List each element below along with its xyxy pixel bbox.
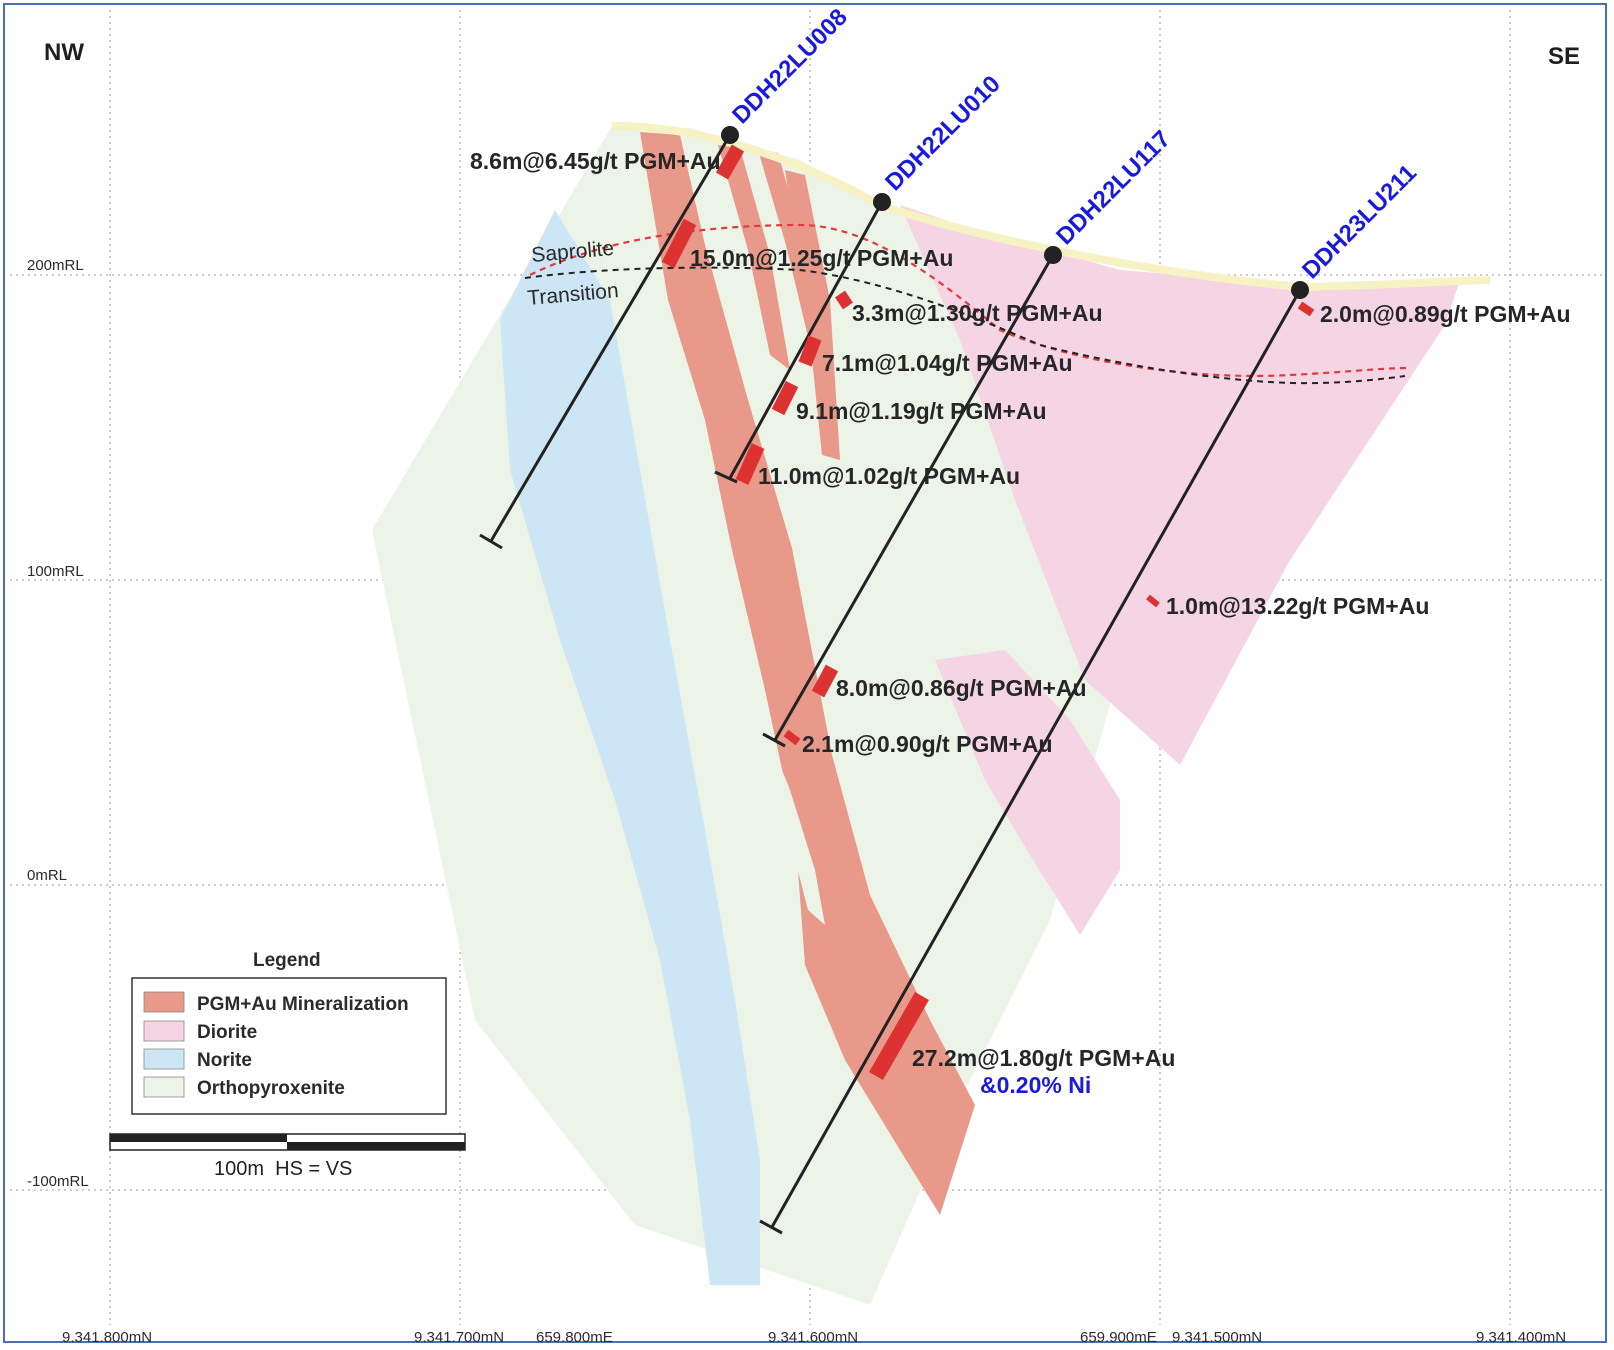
collars: [721, 126, 1309, 299]
scale-bar: 100m HS = VS: [109, 1133, 466, 1180]
legend: Legend PGM+Au Mineralization Diorite Nor…: [131, 950, 447, 1115]
legend-swatch-mineralization: [143, 991, 185, 1013]
elevation-label-0: 0mRL: [27, 867, 67, 884]
drillhole-label-1: DDH22LU008: [727, 4, 853, 130]
intercept-label-5: 9.1m@1.19g/t PGM+Au: [796, 398, 1047, 424]
drillhole-endcap-1: [479, 533, 503, 550]
scale-bar-label: 100m HS = VS: [214, 1158, 352, 1180]
drillhole-endcap-4: [759, 1219, 783, 1235]
direction-se: SE: [1548, 43, 1580, 70]
topographic-surface: [611, 121, 1491, 292]
grid: [10, 10, 1605, 1325]
intercept-bar-2: [661, 218, 697, 269]
intercept-bar-5: [771, 380, 799, 416]
intercept-bar-6: [735, 443, 765, 485]
northing-label-4: 9.341.500mN: [1172, 1329, 1262, 1346]
intercept-label-8: 1.0m@13.22g/t PGM+Au: [1166, 593, 1429, 619]
drillhole-traces: [479, 134, 1302, 1235]
collar-2: [873, 193, 891, 211]
elevation-label-100: 100mRL: [27, 563, 84, 580]
intercept-bar-11: [869, 992, 929, 1080]
drillhole-trace-2: [728, 201, 884, 479]
nickel-note: &0.20% Ni: [980, 1072, 1091, 1098]
mineralization-lens-3: [785, 170, 840, 460]
legend-label-mineralization: PGM+Au Mineralization: [197, 994, 409, 1015]
drillhole-endcap-2: [714, 470, 738, 484]
mineralization-lens-1: [718, 145, 790, 370]
intercept-label-2: 15.0m@1.25g/t PGM+Au: [690, 245, 953, 271]
northing-label-3: 9.341.600mN: [768, 1329, 858, 1346]
intercept-label-11: 27.2m@1.80g/t PGM+Au: [912, 1045, 1175, 1071]
mineralization-main: [640, 132, 975, 1215]
intercept-label-10: 2.1m@0.90g/t PGM+Au: [802, 731, 1053, 757]
mineralization-inner-gap: [762, 720, 825, 925]
scale-bar-segment-1: [110, 1134, 287, 1142]
norite-unit: [500, 210, 760, 1285]
intercept-bars: [661, 144, 1315, 1080]
collar-4: [1291, 281, 1309, 299]
northing-label-2: 9.341.700mN: [414, 1329, 504, 1346]
collar-3: [1044, 246, 1062, 264]
easting-label-2: 659.900mE: [1080, 1329, 1157, 1346]
elevation-label-200: 200mRL: [27, 257, 84, 274]
drillhole-trace-3: [773, 254, 1055, 741]
drillhole-trace-4: [770, 289, 1302, 1228]
intercept-bar-9: [811, 664, 839, 698]
intercept-bar-8: [1146, 594, 1160, 608]
collar-1: [721, 126, 739, 144]
intercept-label-6: 11.0m@1.02g/t PGM+Au: [758, 463, 1020, 489]
legend-swatch-orthopyroxenite: [143, 1076, 185, 1098]
diorite-unit: [900, 205, 1460, 765]
drillhole-endcap-3: [762, 732, 786, 748]
elevation-label-neg100: -100mRL: [27, 1173, 89, 1190]
drillhole-label-3: DDH22LU117: [1051, 126, 1176, 251]
legend-swatch-norite: [143, 1048, 185, 1070]
intercept-label-7: 2.0m@0.89g/t PGM+Au: [1320, 301, 1571, 327]
northing-label-5: 9.341.400mN: [1476, 1329, 1566, 1346]
legend-label-norite: Norite: [197, 1050, 252, 1071]
intercept-bar-7: [1297, 301, 1315, 317]
legend-swatch-diorite: [143, 1020, 185, 1042]
geology: [372, 126, 1460, 1305]
intercept-label-9: 8.0m@0.86g/t PGM+Au: [836, 675, 1087, 701]
intercept-bar-3: [835, 290, 853, 310]
northing-label-1: 9.341.800mN: [62, 1329, 152, 1346]
intercept-bar-10: [783, 729, 801, 746]
intercept-label-4: 7.1m@1.04g/t PGM+Au: [822, 350, 1073, 376]
drillhole-label-4: DDH23LU211: [1297, 160, 1422, 285]
diorite-tongue: [935, 650, 1120, 935]
legend-label-diorite: Diorite: [197, 1022, 257, 1043]
legend-title: Legend: [253, 950, 321, 971]
drillhole-trace-1: [489, 134, 732, 542]
legend-label-orthopyroxenite: Orthopyroxenite: [197, 1078, 345, 1099]
easting-label-1: 659.800mE: [536, 1329, 613, 1346]
intercept-label-3: 3.3m@1.30g/t PGM+Au: [852, 300, 1103, 326]
intercept-label-1: 8.6m@6.45g/t PGM+Au: [470, 148, 721, 174]
intercept-bar-1: [715, 144, 745, 180]
drillhole-label-2: DDH22LU010: [880, 71, 1006, 197]
scale-bar-segment-2: [287, 1142, 465, 1150]
intercept-bar-4: [798, 335, 822, 367]
direction-nw: NW: [44, 39, 84, 66]
